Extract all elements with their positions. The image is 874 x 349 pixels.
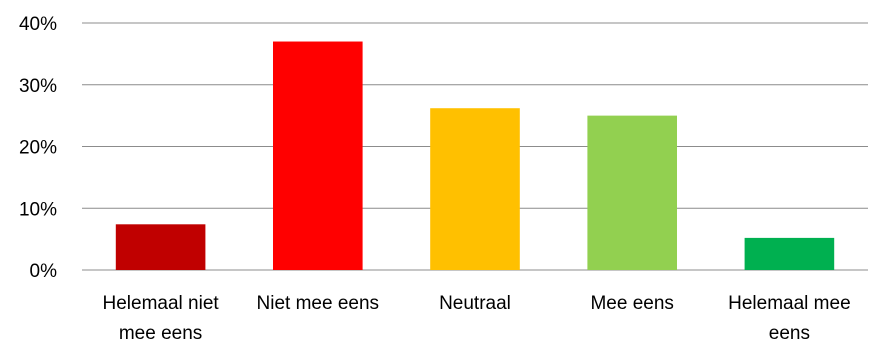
x-category-label-line: Helemaal mee xyxy=(728,293,851,314)
x-category-label-line: eens xyxy=(769,323,810,344)
y-tick-label: 30% xyxy=(19,76,57,97)
bar xyxy=(115,224,206,270)
bar xyxy=(430,108,520,270)
x-category-label-line: Neutraal xyxy=(439,293,511,314)
x-category-label: Niet mee eens xyxy=(257,293,380,314)
bar xyxy=(587,115,678,270)
y-axis-tick-labels: 0% 10% 20% 30% 40% xyxy=(19,14,57,282)
x-category-label: Helemaal niet mee eens xyxy=(103,293,220,344)
y-tick-label: 20% xyxy=(19,138,57,159)
x-category-label: Helemaal mee eens xyxy=(728,293,851,344)
x-category-label: Neutraal xyxy=(439,293,511,314)
x-axis-category-labels: Helemaal niet mee eens Niet mee eens Neutra… xyxy=(103,293,851,344)
y-tick-label: 10% xyxy=(19,199,57,220)
y-tick-label: 0% xyxy=(30,261,58,282)
x-category-label-line: Niet mee eens xyxy=(257,293,380,314)
bars xyxy=(115,41,835,271)
x-category-label-line: Helemaal niet xyxy=(103,293,220,314)
y-tick-label: 40% xyxy=(19,14,57,35)
bar xyxy=(272,41,363,271)
x-category-label: Mee eens xyxy=(590,293,673,314)
x-category-label-line: mee eens xyxy=(119,323,202,344)
x-category-label-line: Mee eens xyxy=(590,293,673,314)
bar xyxy=(744,237,835,270)
